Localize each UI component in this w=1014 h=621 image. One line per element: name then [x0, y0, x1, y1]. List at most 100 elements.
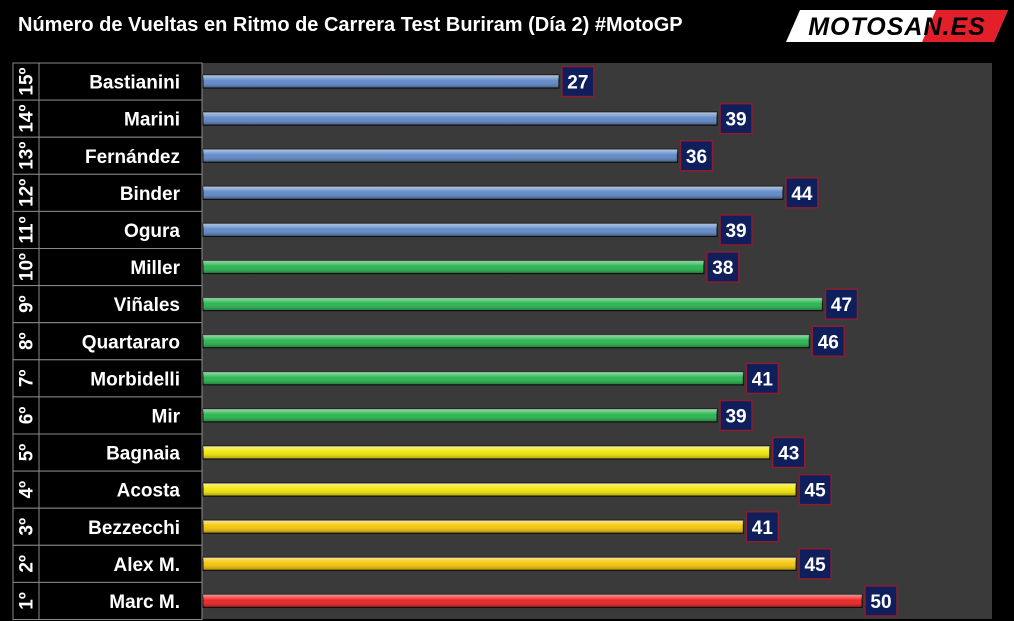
rank-cell: [12, 136, 40, 175]
motosan-logo: MOTOSAN.ES: [786, 10, 1008, 42]
value-label: 46: [818, 332, 839, 353]
rank-label: 4º: [17, 481, 38, 499]
value-box: [798, 473, 832, 506]
bar-shine: [203, 594, 862, 608]
value-label: 38: [712, 258, 733, 279]
rider-cell: [38, 359, 203, 398]
value-label: 36: [686, 147, 707, 168]
rider-name: Alex M.: [113, 555, 180, 576]
value-label: 39: [725, 110, 746, 131]
rank-label: 13º: [17, 142, 38, 170]
rider-cell: [38, 581, 203, 621]
rider-cell: [38, 62, 203, 101]
rider-cell: [38, 470, 203, 509]
bar-shine: [203, 334, 810, 348]
value-box: [706, 251, 740, 283]
rider-cell: [38, 396, 203, 435]
bar-shine: [203, 557, 797, 571]
rank-label: 6º: [17, 407, 38, 425]
rider-name: Bezzecchi: [88, 518, 180, 539]
logo-red-stripe: [922, 10, 1008, 42]
rank-label: 10º: [17, 253, 38, 281]
rider-name: Bastianini: [89, 73, 180, 94]
rider-name: Marini: [124, 110, 180, 131]
value-label: 27: [567, 73, 588, 94]
bar-shine: [203, 112, 718, 126]
rider-cell: [38, 433, 203, 472]
bar-shine: [203, 260, 704, 274]
rank-cell: [12, 581, 40, 621]
rider-name: Mir: [152, 406, 181, 427]
rider-name: Quartararo: [82, 332, 180, 353]
rank-label: 3º: [17, 518, 38, 536]
bar-shine: [203, 520, 744, 534]
bar-shine: [203, 186, 783, 200]
value-box: [679, 140, 714, 172]
value-box: [719, 214, 753, 246]
value-box: [745, 362, 780, 395]
bar-shine: [203, 446, 770, 460]
value-label: 47: [831, 295, 852, 316]
bar-shine: [203, 223, 718, 237]
value-label: 41: [752, 518, 774, 539]
rider-cell: [38, 544, 203, 583]
rider-name: Binder: [120, 184, 181, 205]
chart-title: Número de Vueltas en Ritmo de Carrera Te…: [18, 14, 683, 36]
value-box: [824, 288, 859, 320]
rank-label: 7º: [17, 370, 38, 388]
rider-name: Marc M.: [109, 592, 180, 613]
rider-cell: [38, 136, 203, 175]
rider-name: Fernández: [85, 147, 180, 168]
rider-name: Viñales: [114, 295, 180, 316]
value-label: 45: [805, 555, 827, 576]
rider-cell: [38, 173, 203, 212]
value-label: 41: [752, 369, 774, 390]
logo-text: MOTOSAN.ES: [808, 13, 986, 41]
rider-cell: [38, 99, 203, 138]
rank-label: 5º: [17, 444, 38, 462]
rider-cell: [38, 285, 203, 324]
rank-cell: [12, 285, 40, 324]
rank-label: 11º: [17, 216, 38, 243]
value-box: [719, 102, 753, 135]
value-label: 43: [778, 444, 799, 465]
rank-label: 12º: [17, 179, 38, 207]
bar-shine: [203, 483, 797, 497]
rank-cell: [12, 62, 40, 101]
bar-shine: [203, 149, 678, 163]
value-box: [745, 511, 780, 543]
bar-shine: [203, 75, 559, 89]
rank-label: 2º: [17, 555, 38, 573]
value-label: 50: [870, 592, 891, 613]
value-box: [811, 325, 846, 357]
value-label: 39: [725, 221, 746, 242]
rider-name: Bagnaia: [106, 444, 180, 465]
value-box: [864, 585, 898, 617]
rank-label: 8º: [17, 332, 38, 350]
bar-shine: [203, 297, 823, 311]
rank-cell: [12, 507, 40, 546]
value-box: [561, 65, 595, 98]
rider-name: Acosta: [117, 481, 181, 502]
rank-label: 1º: [17, 592, 38, 610]
rider-name: Morbidelli: [90, 369, 180, 390]
rider-cell: [38, 248, 203, 287]
value-box: [771, 436, 806, 469]
value-box: [785, 177, 819, 209]
bar-shine: [203, 408, 718, 422]
rank-label: 14º: [17, 105, 38, 133]
rider-cell: [38, 507, 203, 546]
value-label: 45: [805, 481, 827, 502]
rank-label: 15º: [17, 67, 38, 95]
value-box: [719, 399, 753, 432]
rank-cell: [12, 248, 40, 287]
value-label: 44: [791, 184, 813, 205]
bar-shine: [203, 371, 744, 385]
rank-label: 9º: [17, 295, 38, 313]
value-box: [798, 548, 832, 580]
rank-cell: [12, 322, 40, 361]
value-label: 39: [725, 406, 746, 427]
rider-name: Miller: [130, 258, 180, 279]
rider-name: Ogura: [124, 221, 180, 242]
